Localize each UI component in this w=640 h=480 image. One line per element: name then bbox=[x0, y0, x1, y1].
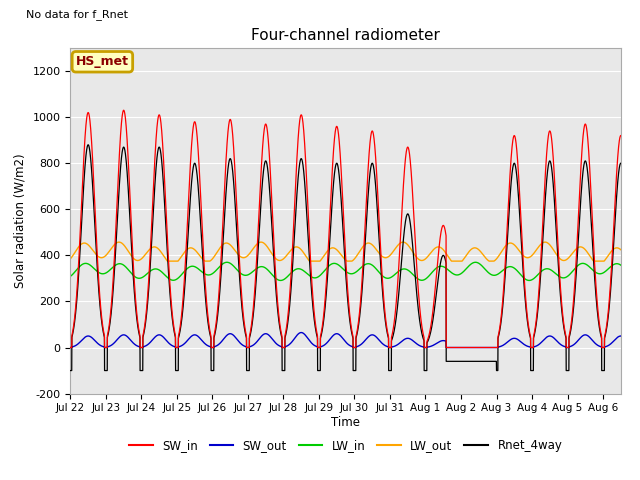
Text: No data for f_Rnet: No data for f_Rnet bbox=[26, 10, 129, 20]
Legend: SW_in, SW_out, LW_in, LW_out, Rnet_4way: SW_in, SW_out, LW_in, LW_out, Rnet_4way bbox=[124, 434, 567, 457]
Y-axis label: Solar radiation (W/m2): Solar radiation (W/m2) bbox=[14, 154, 27, 288]
Text: HS_met: HS_met bbox=[76, 55, 129, 68]
Title: Four-channel radiometer: Four-channel radiometer bbox=[251, 28, 440, 43]
X-axis label: Time: Time bbox=[331, 416, 360, 429]
